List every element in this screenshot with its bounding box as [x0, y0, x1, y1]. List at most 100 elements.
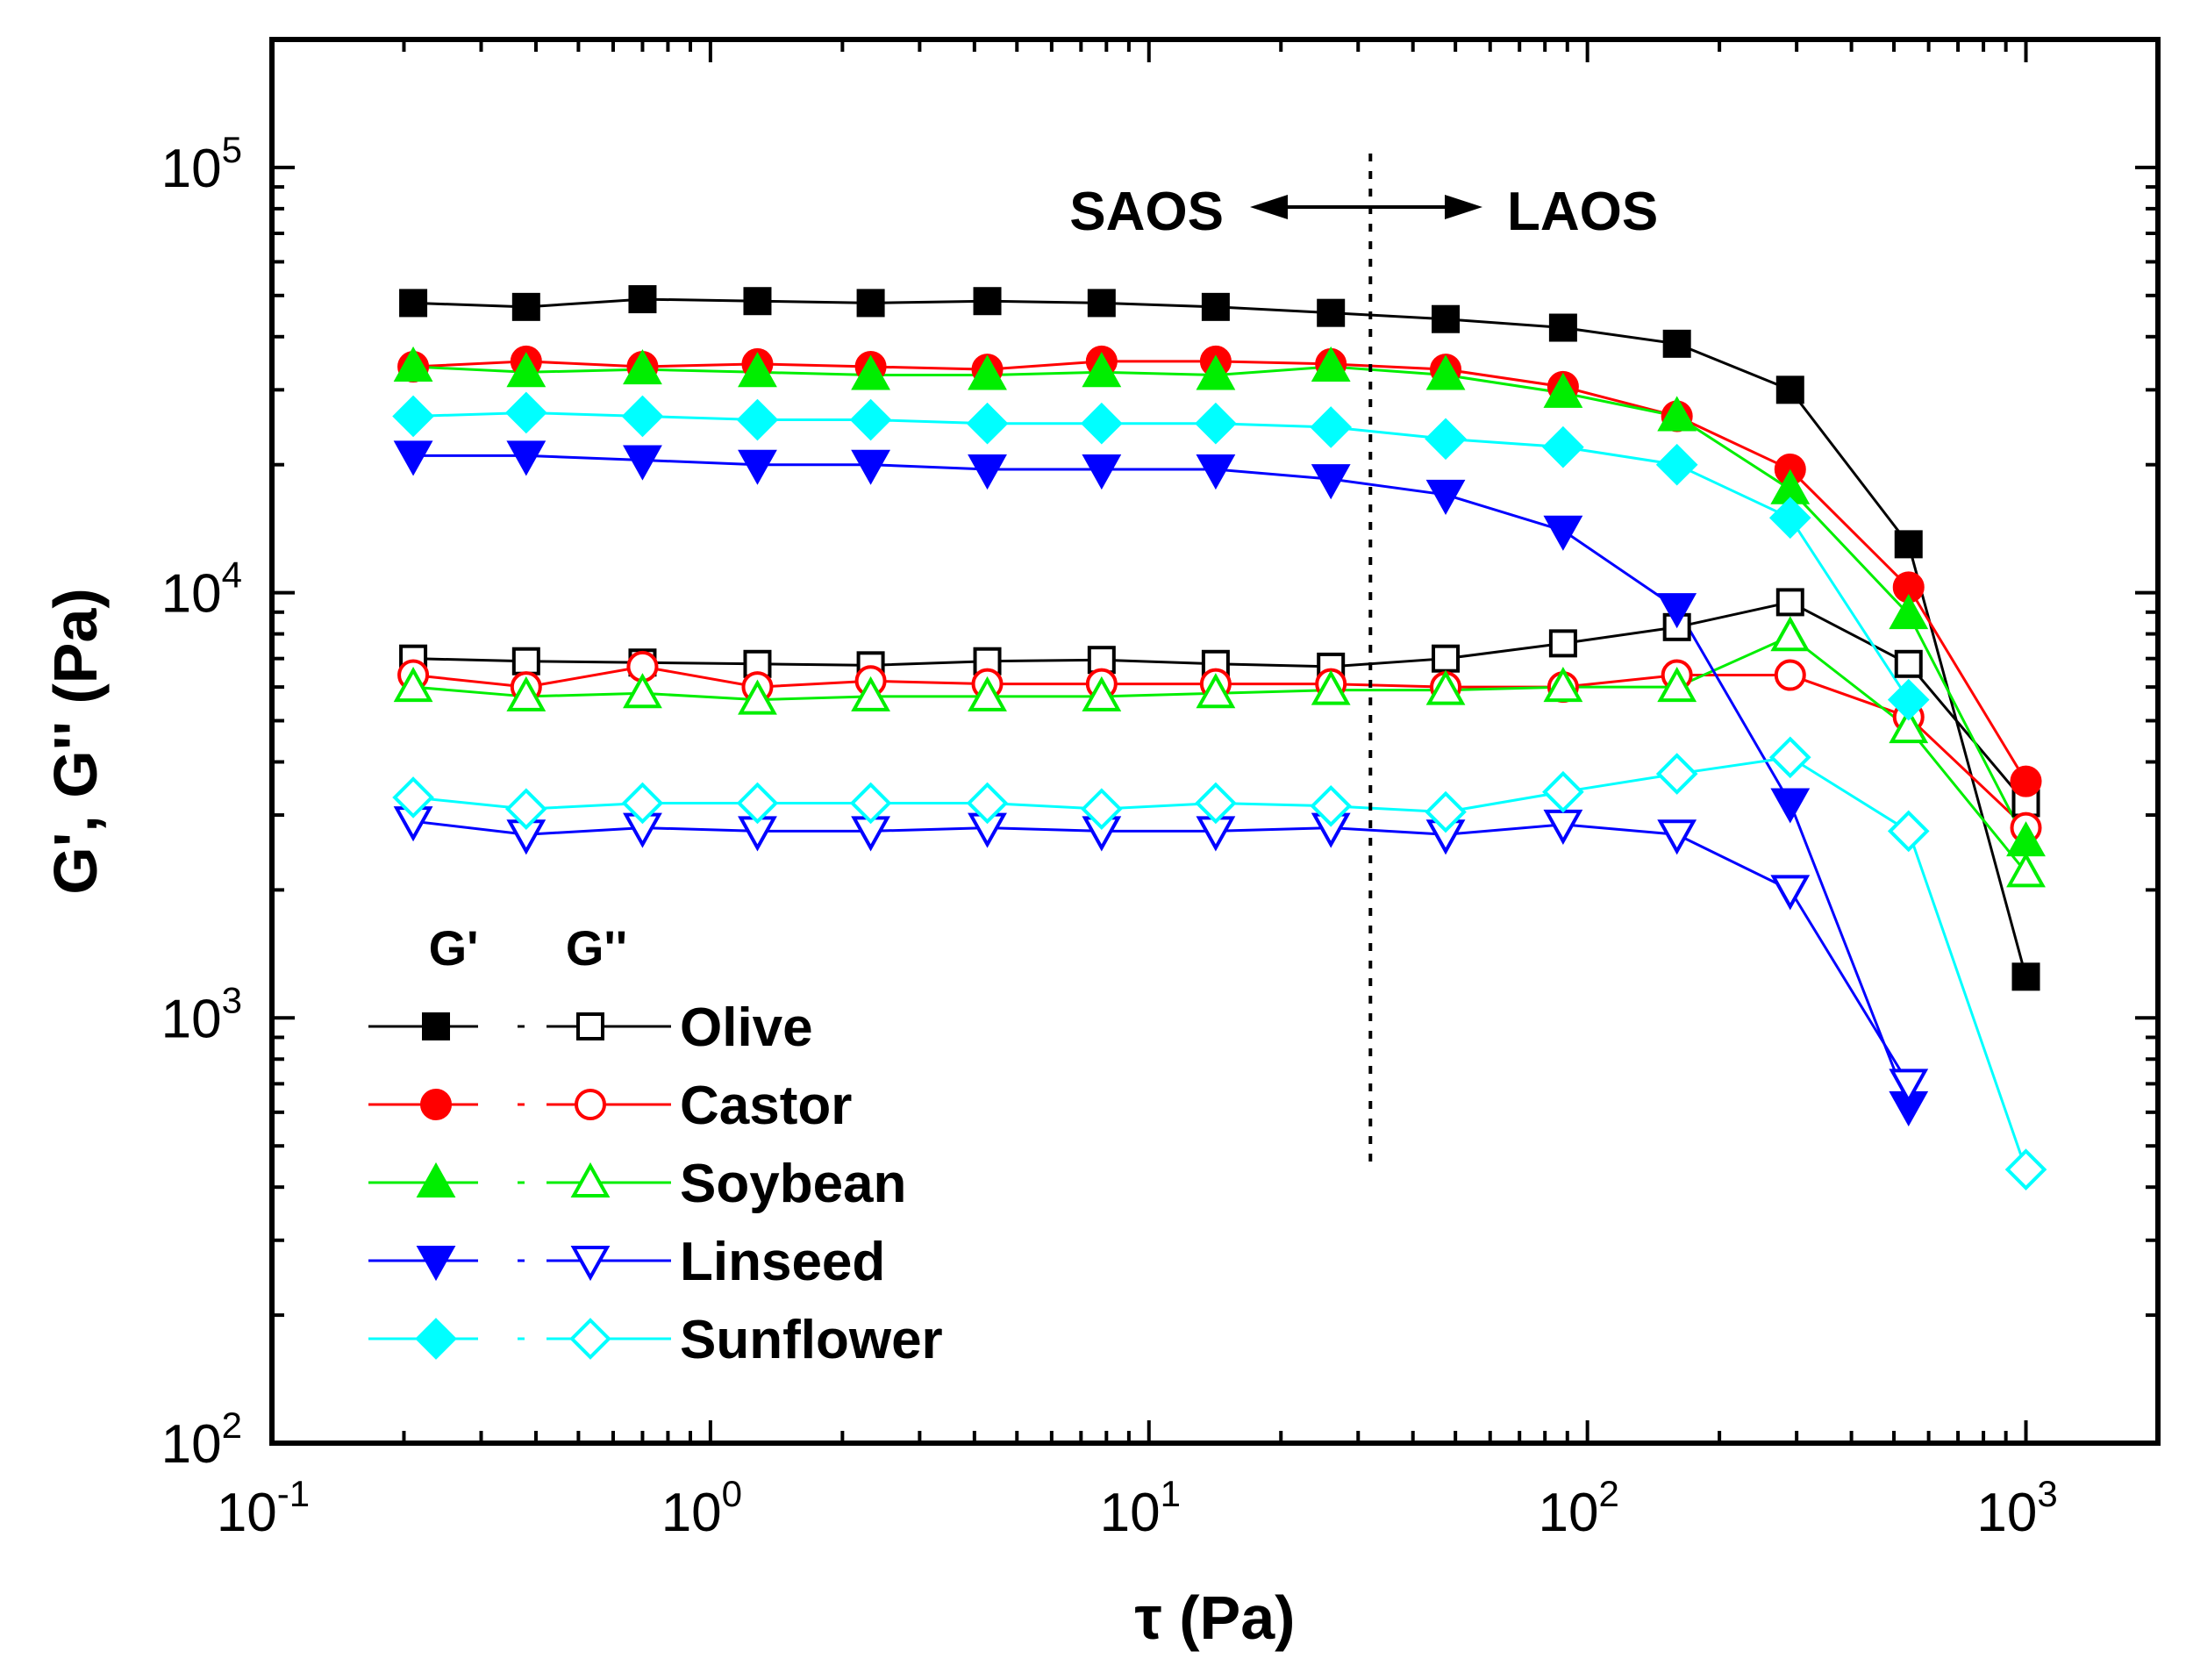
legend-marker-open-linseed — [570, 1246, 611, 1282]
soybean-g-double-prime-point — [393, 667, 433, 703]
legend-label-soybean: Soybean — [680, 1154, 906, 1214]
y-tick-label: 102 — [161, 1405, 242, 1475]
linseed-g-prime-point — [1657, 593, 1697, 629]
olive-g-prime-point — [1548, 313, 1577, 342]
sunflower-g-double-prime-point — [1080, 788, 1123, 830]
legend-marker-filled-castor — [420, 1089, 452, 1120]
x-tick-label: 102 — [1538, 1473, 1618, 1543]
legend-label-sunflower: Sunflower — [680, 1310, 943, 1370]
linseed-g-prime-point — [1770, 788, 1811, 824]
linseed-g-prime-point — [1311, 464, 1351, 500]
series-layer — [392, 285, 2047, 1190]
legend-gap-sunflower — [478, 1332, 518, 1346]
olive-g-prime-point — [1432, 304, 1461, 333]
y-tick-label: 103 — [161, 979, 242, 1049]
legend-rows: Olive Castor Soybean Linseed Sunflower — [368, 997, 943, 1370]
olive-g-prime-point — [1087, 289, 1116, 318]
legend-gap-olive — [478, 1019, 518, 1033]
legend-gap2-castor — [525, 1097, 546, 1112]
soybean-g-double-prime-point — [738, 679, 777, 715]
sunflower-g-prime-point — [1080, 402, 1123, 445]
y-tick-label: 104 — [161, 554, 242, 625]
arrow-left-head — [1250, 195, 1288, 219]
soybean-g-prime-point — [851, 354, 890, 390]
legend-header-g1: G' — [429, 920, 479, 976]
castor-g-double-prime-point — [1774, 659, 1806, 691]
annotations: SAOS LAOS — [1069, 154, 1658, 1162]
soybean-g-prime-point — [1889, 594, 1929, 630]
olive-g-double-prime-point — [1548, 629, 1577, 658]
linseed-g-prime-line — [413, 454, 1911, 1107]
soybean-g-prime-point — [623, 349, 662, 385]
legend-gap2-olive — [525, 1019, 546, 1033]
plot-frame — [269, 37, 2161, 1446]
soybean-g-double-prime-point — [1543, 667, 1583, 703]
soybean-g-prime-point — [1543, 372, 1583, 408]
sunflower-g-prime-point — [392, 395, 434, 438]
sunflower-g-double-prime-point — [1887, 810, 1930, 853]
sunflower-g-prime-point — [966, 402, 1009, 445]
olive-g-prime-point — [2011, 962, 2040, 991]
sunflower-g-prime-point — [1768, 497, 1811, 540]
x-tick-label: 103 — [1976, 1473, 2057, 1543]
linseed-g-prime-point — [738, 449, 777, 485]
soybean-g-double-prime-point — [851, 676, 890, 711]
sunflower-g-prime-point — [849, 398, 892, 441]
legend-marker-open-olive — [576, 1012, 604, 1040]
sunflower-g-double-prime-point — [1425, 790, 1467, 833]
sunflower-g-double-prime-point — [1310, 784, 1353, 827]
soybean-g-double-prime-point — [968, 676, 1007, 711]
sunflower-g-prime-point — [1195, 402, 1237, 445]
olive-g-prime-point — [1775, 375, 1804, 404]
sunflower-g-double-prime-point — [504, 788, 547, 830]
sunflower-g-prime-point — [1310, 406, 1353, 448]
sunflower-g-double-prime-point — [736, 782, 779, 825]
olive-g-prime-point — [628, 285, 657, 314]
olive-g-prime-point — [1201, 292, 1230, 321]
olive-g-prime-point — [743, 287, 772, 316]
sunflower-g-prime-point — [504, 391, 547, 434]
legend-gap2-soybean — [525, 1176, 546, 1190]
olive-g-prime-point — [856, 289, 885, 318]
soybean-g-double-prime-point — [1425, 669, 1466, 705]
legend-marker-filled-sunflower — [415, 1318, 457, 1360]
soybean-g-double-prime-point — [1770, 616, 1811, 652]
soybean-g-double-prime-point — [1657, 667, 1697, 703]
sunflower-g-prime-point — [1887, 678, 1930, 721]
sunflower-g-prime-point — [621, 395, 664, 438]
legend-label-linseed: Linseed — [680, 1232, 885, 1292]
soybean-g-prime-point — [968, 354, 1007, 390]
linseed-g-prime-point — [1082, 454, 1122, 490]
soybean-g-double-prime-point — [1311, 669, 1351, 705]
linseed-g-prime-point — [1196, 454, 1236, 490]
x-tick-label: 101 — [1100, 1473, 1181, 1543]
sunflower-g-double-prime-point — [966, 782, 1009, 825]
linseed-g-prime-point — [623, 445, 662, 481]
legend-gap-soybean — [478, 1176, 518, 1190]
arrow-right-head — [1445, 195, 1482, 219]
legend-marker-open-sunflower — [569, 1318, 611, 1360]
olive-g-prime-point — [973, 287, 1002, 316]
sunflower-g-double-prime-point — [2004, 1148, 2047, 1190]
axis-ticks — [270, 38, 2160, 1445]
x-tick-label: 100 — [661, 1473, 742, 1543]
linseed-g-double-prime-point — [1889, 1069, 1929, 1105]
olive-g-double-prime-point — [1432, 644, 1461, 673]
legend-marker-open-soybean — [570, 1162, 611, 1197]
olive-g-double-prime-point — [1775, 588, 1804, 617]
saos-label: SAOS — [1069, 182, 1224, 242]
castor-g-prime-point — [2010, 765, 2042, 797]
soybean-g-double-prime-point — [2006, 852, 2046, 888]
sunflower-g-prime-point — [1425, 418, 1467, 461]
soybean-g-double-prime-point — [506, 676, 546, 711]
linseed-g-double-prime-point — [1657, 819, 1697, 855]
soybean-g-double-prime-point — [623, 673, 662, 709]
olive-g-double-prime-point — [511, 647, 540, 676]
olive-g-double-prime-point — [1894, 649, 1923, 678]
soybean-g-prime-point — [1082, 352, 1122, 388]
sunflower-g-prime-point — [736, 398, 779, 441]
sunflower-g-double-prime-point — [849, 782, 892, 825]
soybean-g-prime-point — [1311, 346, 1351, 382]
olive-g-prime-point — [511, 292, 540, 321]
